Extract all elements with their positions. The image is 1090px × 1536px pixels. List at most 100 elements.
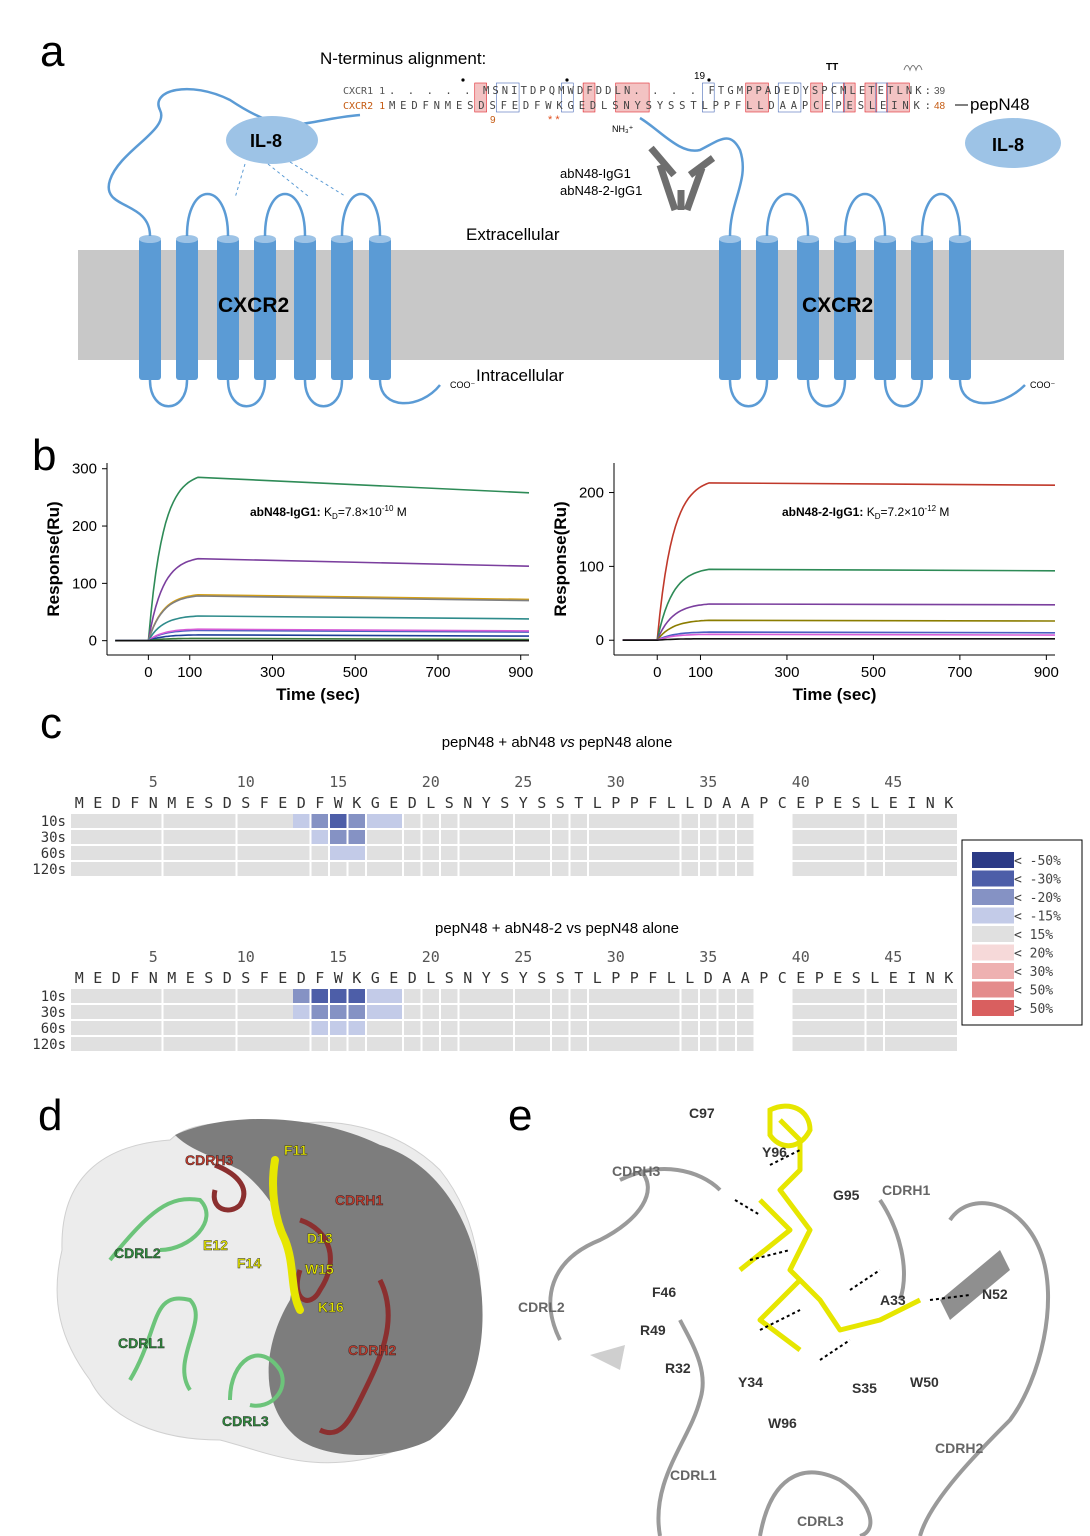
il8-right-label: IL-8 [992, 135, 1024, 155]
intracellular-loop [303, 379, 344, 408]
peptide-cell [589, 1021, 680, 1035]
sensorgram-series-6 [622, 633, 1056, 641]
transmembrane-helix [369, 238, 391, 380]
sequence-letter: E [889, 969, 898, 987]
peptide-cell [404, 846, 421, 860]
peptide-cell [404, 1021, 421, 1035]
peptide-cell [866, 1021, 883, 1035]
helix-cap [139, 235, 161, 243]
sequence-letter: E [833, 794, 842, 812]
similar-residue-box [702, 82, 715, 113]
sequence-letter: D [223, 794, 232, 812]
sensorgram-series-3 [622, 603, 1056, 641]
residue-label: N52 [982, 1286, 1008, 1302]
residue-label: F11 [284, 1142, 308, 1158]
coo-left: COO⁻ [450, 380, 476, 390]
position-9: 9 [490, 115, 496, 126]
peptide-cell [422, 1037, 439, 1051]
peptide-cell [718, 1021, 735, 1035]
sequence-letter: F [260, 969, 269, 987]
dot-marker [565, 78, 569, 82]
ruler-number: 45 [884, 773, 902, 791]
sequence-letter: S [204, 969, 213, 987]
peptide-cell [792, 1021, 865, 1035]
sequence-letter: D [297, 969, 306, 987]
protected-cell [293, 1005, 310, 1019]
y-axis-label: Response(Ru) [551, 501, 570, 616]
sequence-letter: N [463, 969, 472, 987]
transmembrane-helix [254, 238, 276, 380]
sequence-letter: P [611, 969, 620, 987]
peptide-cell [866, 1005, 883, 1019]
hdx-legend: < -50% < -30% < -20% < -15% < 15% < 20% < 30% <… [961, 839, 1083, 1026]
peptide-cell [71, 830, 162, 844]
peptide-cell [570, 862, 587, 876]
transmembrane-helix [756, 238, 778, 380]
intracellular-loop [728, 379, 769, 408]
extracellular-loop [185, 192, 230, 237]
cxcr1-sequence: . . . . . MSNITDPQMWDFDDLN. . . . FTGMPP… [389, 85, 931, 97]
peptide-cell [330, 862, 347, 876]
helix-cap [369, 235, 391, 243]
sensorgram-series-5 [622, 631, 1056, 641]
peptide-cell [700, 1037, 717, 1051]
peptide-ring [767, 1103, 813, 1149]
residue-label: CDRL2 [518, 1299, 565, 1315]
transmembrane-helix [797, 238, 819, 380]
sequence-letter: E [93, 969, 102, 987]
peptide-cell [367, 830, 402, 844]
peptide-cell [71, 1005, 162, 1019]
panel-label-a: a [40, 27, 65, 76]
sequence-letter: S [241, 969, 250, 987]
residue-label: CDRH2 [935, 1440, 983, 1456]
residue-label: A33 [880, 1292, 906, 1308]
peptide-cell [737, 814, 754, 828]
peptide-cell [404, 830, 421, 844]
peptide-cell [570, 1037, 587, 1051]
peptide-cell [589, 862, 680, 876]
peptide-cell [459, 814, 513, 828]
peptide-cell [737, 989, 754, 1003]
peptide-cell [163, 814, 236, 828]
sequence-letter: S [852, 794, 861, 812]
cxcr1-label: CXCR1 1 [343, 86, 385, 97]
legend-label: < 50% [1014, 984, 1053, 999]
sequence-letter: N [926, 969, 935, 987]
peptide-cell [311, 846, 328, 860]
peptide-cell [422, 830, 439, 844]
peptide-cell [330, 1037, 347, 1051]
peptide-cell [71, 989, 162, 1003]
pepn48-label: pepN48 [970, 95, 1030, 114]
sequence-letter: P [815, 969, 824, 987]
residue-label: CDRH3 [612, 1163, 660, 1179]
residue-label: W50 [910, 1374, 939, 1390]
sequence-letter: K [352, 969, 361, 987]
helix-cap [254, 235, 276, 243]
sequence-letter: L [593, 969, 602, 987]
conserved-residue-box [810, 82, 823, 113]
sequence-letter: T [574, 794, 583, 812]
residue-label: W96 [768, 1415, 797, 1431]
peptide-cell [589, 1037, 680, 1051]
sequence-letter: E [796, 969, 805, 987]
peptide-cell [570, 830, 587, 844]
x-tick-label: 900 [508, 664, 533, 681]
peptide-cell [866, 989, 883, 1003]
residue-label: W15 [305, 1261, 334, 1277]
legend-label: < -15% [1014, 910, 1061, 925]
x-tick-label: 100 [688, 664, 713, 681]
peptide-cell [681, 814, 698, 828]
peptide-cell [515, 989, 550, 1003]
sequence-letter: P [759, 794, 768, 812]
peptide-cell [237, 862, 310, 876]
hydrogen-bonds [734, 1149, 971, 1361]
legend-swatch [972, 963, 1014, 979]
similar-residue-box [561, 82, 574, 113]
peptide-cell [700, 830, 717, 844]
n-terminus [639, 116, 745, 237]
peptide-cell [367, 862, 402, 876]
peptide-cell [163, 989, 236, 1003]
sequence-letter: E [796, 794, 805, 812]
peptide-cell [422, 862, 439, 876]
ruler-number: 20 [422, 773, 440, 791]
